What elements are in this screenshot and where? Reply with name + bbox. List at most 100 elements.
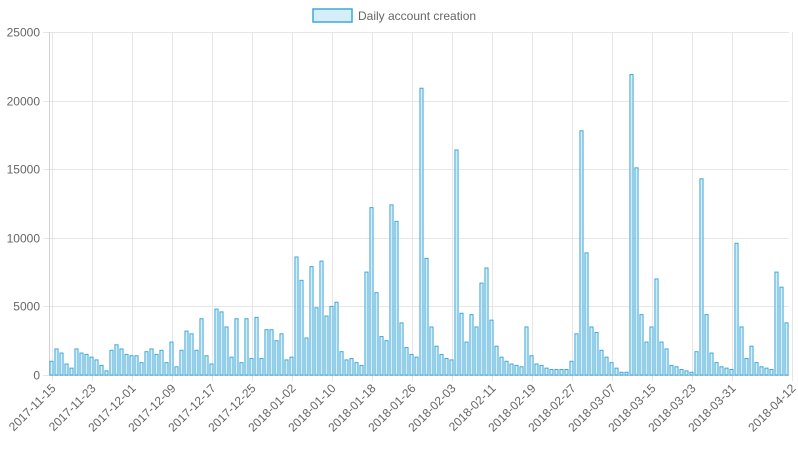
bar	[769, 369, 774, 376]
bar	[694, 351, 699, 376]
bar	[704, 314, 709, 376]
bar	[759, 366, 764, 376]
bar	[229, 356, 234, 376]
bar	[79, 352, 84, 376]
bar	[324, 315, 329, 376]
bar	[419, 87, 424, 376]
bar	[204, 355, 209, 376]
bar	[444, 358, 449, 376]
bar	[634, 167, 639, 376]
bar	[559, 369, 564, 376]
bar	[144, 351, 149, 376]
y-tick-label: 15000	[7, 163, 41, 177]
bar	[739, 326, 744, 376]
bar	[289, 356, 294, 376]
bar	[64, 363, 69, 376]
bar	[89, 356, 94, 376]
bar	[509, 363, 514, 376]
bar	[209, 363, 214, 376]
bar	[499, 356, 504, 376]
bar	[329, 305, 334, 376]
bar	[109, 349, 114, 376]
bar	[664, 348, 669, 376]
bar	[524, 326, 529, 376]
bar	[624, 371, 629, 376]
y-tick-label: 20000	[7, 95, 41, 109]
bar	[569, 360, 574, 376]
bar	[219, 311, 224, 376]
bar	[489, 319, 494, 376]
bar	[54, 348, 59, 376]
bars	[49, 74, 789, 376]
bar	[519, 366, 524, 376]
bar	[659, 341, 664, 376]
bar	[129, 355, 134, 376]
bar	[279, 333, 284, 376]
bar	[724, 367, 729, 376]
bar	[164, 362, 169, 376]
bar	[549, 369, 554, 376]
bar	[59, 352, 64, 376]
bar	[449, 359, 454, 376]
bar	[574, 333, 579, 376]
bar	[639, 314, 644, 376]
bar	[119, 348, 124, 376]
bar	[384, 340, 389, 376]
bar	[484, 267, 489, 376]
bar	[439, 353, 444, 376]
bar	[589, 326, 594, 376]
bar	[389, 204, 394, 376]
bar	[374, 292, 379, 376]
bar	[99, 364, 104, 376]
y-tick-label: 10000	[7, 232, 41, 246]
bar	[84, 353, 89, 376]
bar	[404, 347, 409, 376]
bar	[104, 370, 109, 376]
bar	[224, 326, 229, 376]
bar	[174, 366, 179, 376]
bar	[134, 355, 139, 376]
bar	[644, 341, 649, 376]
bar	[299, 279, 304, 376]
bar	[609, 362, 614, 376]
bar	[744, 358, 749, 376]
bar	[464, 341, 469, 376]
bar	[359, 364, 364, 376]
bar	[344, 359, 349, 376]
bar	[689, 371, 694, 376]
bar	[189, 333, 194, 376]
bar	[599, 349, 604, 376]
bar	[199, 318, 204, 376]
bar	[354, 362, 359, 376]
bar	[619, 371, 624, 376]
bar	[774, 271, 779, 376]
bar	[784, 322, 789, 376]
bar	[714, 362, 719, 376]
bar	[669, 364, 674, 376]
bar	[349, 358, 354, 376]
bar	[334, 301, 339, 376]
bar	[74, 348, 79, 376]
bar	[579, 130, 584, 376]
bar	[304, 337, 309, 376]
bar	[139, 362, 144, 376]
legend-swatch[interactable]	[312, 8, 353, 23]
legend[interactable]: Daily account creation	[312, 8, 476, 23]
bar	[719, 366, 724, 376]
bar	[749, 345, 754, 376]
y-tick-label: 5000	[13, 300, 40, 314]
bar	[49, 360, 54, 376]
bar	[214, 308, 219, 376]
bar	[284, 359, 289, 376]
bar	[604, 356, 609, 376]
bar	[184, 330, 189, 376]
bar	[529, 355, 534, 376]
legend-label[interactable]: Daily account creation	[358, 9, 476, 23]
bar	[679, 369, 684, 376]
bar	[539, 364, 544, 376]
bar	[564, 369, 569, 376]
bar	[414, 356, 419, 376]
bar	[459, 312, 464, 376]
